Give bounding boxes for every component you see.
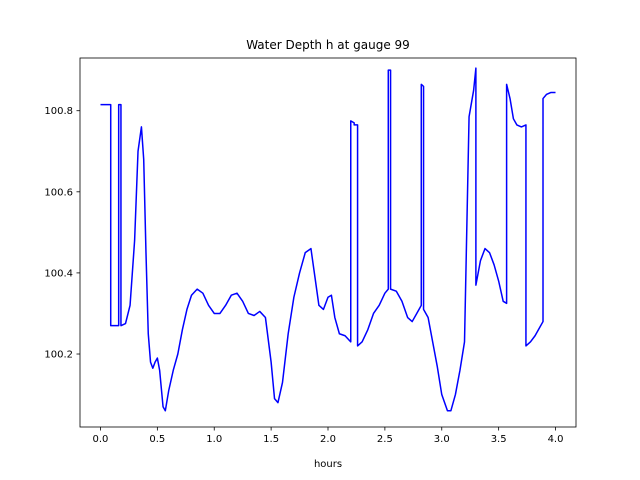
x-tick-label: 3.0 [434, 434, 450, 445]
x-tick-label: 4.0 [548, 434, 564, 445]
x-tick-label: 0.5 [149, 434, 165, 445]
y-axis: 100.2 100.4 100.6 100.8 [44, 106, 80, 361]
x-axis-label: hours [314, 459, 342, 470]
x-tick-label: 2.0 [320, 434, 336, 445]
x-tick-label: 0.0 [93, 434, 109, 445]
series-line-0 [100, 67, 556, 412]
plot-frame [79, 57, 577, 428]
x-axis: 0.0 0.5 1.0 1.5 2.0 2.5 3.0 3.5 4.0 [93, 427, 564, 445]
chart-title: Water Depth h at gauge 99 [246, 38, 410, 52]
x-tick-label: 2.5 [377, 434, 393, 445]
y-tick-label: 100.8 [44, 106, 73, 117]
y-tick-label: 100.6 [44, 187, 73, 198]
x-tick-label: 3.5 [491, 434, 507, 445]
x-tick-label: 1.0 [206, 434, 222, 445]
plot-area [79, 57, 577, 428]
y-tick-label: 100.2 [44, 350, 73, 361]
y-tick-label: 100.4 [44, 268, 73, 279]
x-tick-label: 1.5 [263, 434, 279, 445]
